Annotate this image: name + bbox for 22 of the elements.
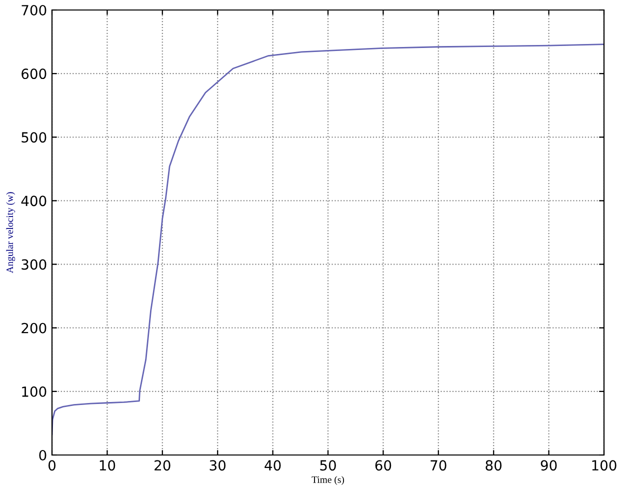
x-tick-label: 50	[320, 460, 336, 471]
y-tick-label: 100	[22, 386, 46, 397]
x-axis-title: Time (s)	[312, 476, 344, 485]
x-tick-label: 100	[592, 460, 616, 471]
x-tick-label: 60	[375, 460, 392, 471]
y-tick-label: 400	[21, 196, 46, 206]
x-tick-label: 80	[486, 460, 502, 471]
y-tick-label: 300	[22, 259, 46, 270]
line-series	[52, 44, 604, 436]
y-tick-label: 700	[22, 4, 46, 16]
y-axis-title: Angular velocity (w)	[6, 192, 16, 274]
x-tick-label: 10	[100, 460, 116, 471]
x-tick-label: 30	[210, 460, 226, 471]
y-tick-label: 500	[22, 132, 46, 143]
y-tick-label: 600	[22, 68, 46, 80]
y-tick-label: 0	[39, 450, 46, 460]
x-tick-label: 0	[48, 460, 56, 471]
x-tick-label: 40	[264, 460, 281, 471]
x-tick-label: 20	[154, 460, 170, 471]
y-tick-label: 200	[22, 322, 46, 334]
x-tick-label: 70	[430, 460, 446, 471]
x-tick-label: 90	[540, 460, 557, 471]
